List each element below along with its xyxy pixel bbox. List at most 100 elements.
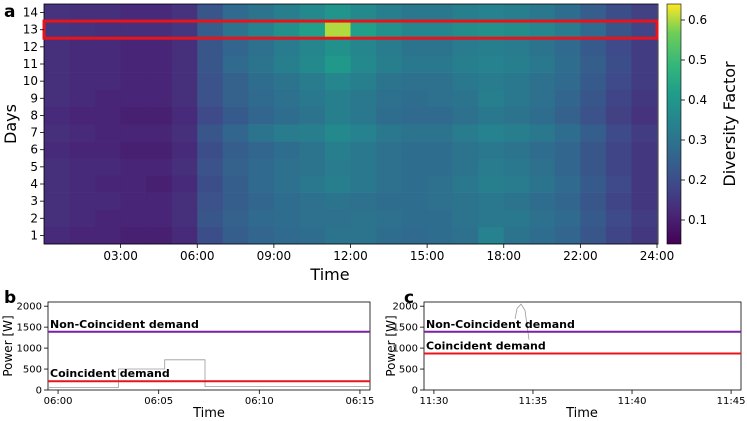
heat-cell xyxy=(95,72,122,91)
heat-cell xyxy=(95,192,122,211)
heat-cell xyxy=(324,124,351,142)
heat-cell xyxy=(273,4,300,22)
heat-cell xyxy=(401,106,428,125)
heat-cell xyxy=(324,21,351,39)
heat-cell xyxy=(529,192,556,211)
heat-cell xyxy=(478,89,505,108)
heat-cell xyxy=(478,72,505,91)
panel-b-frame xyxy=(47,301,371,391)
colorbar-tick-label: 0.5 xyxy=(688,53,707,67)
heat-cell xyxy=(580,226,607,245)
heat-cell xyxy=(503,21,530,39)
heat-cell xyxy=(171,4,198,22)
heat-cell xyxy=(376,158,402,176)
heat-cell xyxy=(350,192,377,211)
panel-c: c Non-Coincident demand Coincident demand… xyxy=(384,288,746,421)
heat-cell xyxy=(605,72,632,91)
heat-cell xyxy=(248,21,275,39)
x-tick-label: 18:00 xyxy=(486,249,521,263)
heat-cell xyxy=(503,89,530,108)
heat-cell xyxy=(171,158,198,176)
heat-cell xyxy=(44,209,70,228)
heat-cell xyxy=(580,89,607,108)
heat-cell xyxy=(69,175,96,193)
heat-cell xyxy=(324,158,351,176)
heat-cell xyxy=(427,141,454,159)
heat-cell xyxy=(120,72,147,91)
heat-cell xyxy=(324,72,351,91)
heat-cell xyxy=(427,158,454,176)
heat-cell xyxy=(69,38,96,56)
heat-cell xyxy=(427,124,454,142)
colorbar-tick-label: 0.6 xyxy=(688,13,707,27)
heat-cell xyxy=(120,209,147,228)
heat-cell xyxy=(146,106,173,125)
heat-cell xyxy=(631,124,658,142)
heat-cell xyxy=(95,175,122,193)
heat-cell xyxy=(273,226,300,245)
heat-cell xyxy=(427,226,454,245)
heat-cell xyxy=(376,124,402,142)
heat-cell xyxy=(427,55,454,73)
heat-cell xyxy=(299,175,326,193)
heat-cell xyxy=(580,4,607,22)
y-tick-label: 2000 xyxy=(17,302,42,313)
heat-cell xyxy=(197,38,224,56)
heat-cell xyxy=(503,55,530,73)
heat-cell xyxy=(324,89,351,108)
heat-cell xyxy=(478,209,505,228)
heat-cell xyxy=(554,89,581,108)
panel-c-lines: Non-Coincident demand Coincident demand xyxy=(424,303,741,355)
heat-cell xyxy=(273,21,300,39)
heat-cell xyxy=(248,72,275,91)
heat-cell xyxy=(171,72,198,91)
heat-cell xyxy=(631,226,658,245)
x-tick-label: 11:30 xyxy=(419,396,448,407)
heat-cell xyxy=(222,158,249,176)
heat-cell xyxy=(478,192,505,211)
y-tick-label: 9 xyxy=(30,91,38,105)
panel-b: b Non-Coincident demand Coincident demand… xyxy=(1,288,374,421)
heat-cell xyxy=(478,175,505,193)
heat-cell xyxy=(197,192,224,211)
heat-cell xyxy=(580,106,607,125)
heat-cell xyxy=(427,209,454,228)
heat-cell xyxy=(452,4,479,22)
heat-cell xyxy=(401,192,428,211)
heat-cell xyxy=(478,21,505,39)
heat-cell xyxy=(376,21,402,39)
heat-cell xyxy=(273,38,300,56)
heat-cell xyxy=(222,124,249,142)
heat-cell xyxy=(299,72,326,91)
heat-cell xyxy=(273,124,300,142)
heat-cell xyxy=(554,192,581,211)
heat-cell xyxy=(44,55,70,73)
heat-cell xyxy=(197,226,224,245)
heat-cell xyxy=(222,175,249,193)
y-tick-label: 8 xyxy=(30,108,38,122)
heat-cell xyxy=(631,209,658,228)
heat-cell xyxy=(350,175,377,193)
heat-cell xyxy=(171,38,198,56)
heat-cell xyxy=(146,158,173,176)
heat-cell xyxy=(69,106,96,125)
heat-cell xyxy=(427,192,454,211)
heat-cell xyxy=(146,89,173,108)
colorbar-tick-label: 0.3 xyxy=(688,133,707,147)
heat-cell xyxy=(69,4,96,22)
load-series xyxy=(514,303,530,340)
heat-cell xyxy=(401,209,428,228)
heat-cell xyxy=(69,124,96,142)
heat-cell xyxy=(120,4,147,22)
y-tick-label: 2000 xyxy=(393,302,418,313)
heat-cell xyxy=(273,158,300,176)
heat-cell xyxy=(631,175,658,193)
heat-cell xyxy=(146,226,173,245)
panel-c-ticks: 0 500 1000 1500 2000 11:30 11:35 11:40 11:45 xyxy=(393,302,746,407)
heat-cell xyxy=(529,72,556,91)
heat-cell xyxy=(605,192,632,211)
y-tick-label: 3 xyxy=(30,194,38,208)
heatmap-x-ticks: 03:00 06:00 09:00 12:00 15:00 18:00 22:00 24:00 xyxy=(103,244,674,263)
x-tick-label: 06:00 xyxy=(180,249,215,263)
